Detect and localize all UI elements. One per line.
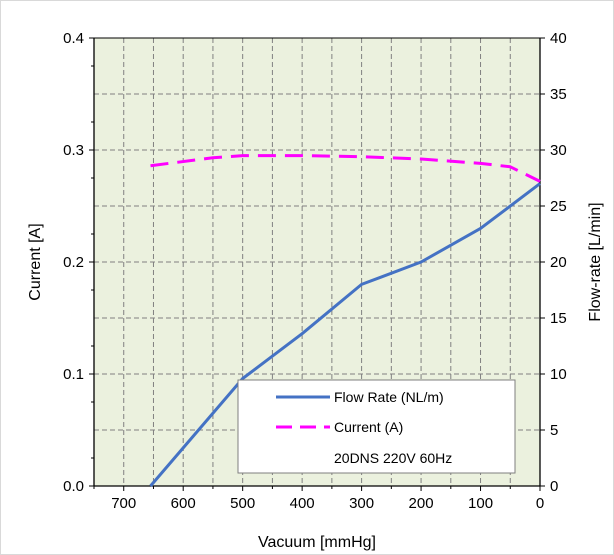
x-tick-label: 600: [171, 495, 196, 512]
y-left-tick-label: 0.0: [63, 478, 84, 495]
y-axis-right-label: Flow-rate [L/min]: [587, 202, 604, 321]
y-right-tick-label: 40: [550, 30, 567, 47]
y-right-tick-label: 20: [550, 254, 567, 271]
x-axis-label: Vacuum [mmHg]: [258, 534, 376, 551]
y-right-tick-label: 5: [550, 422, 558, 439]
tick-labels: 0.00.10.20.30.40510152025303540010020030…: [63, 30, 567, 512]
x-tick-label: 200: [409, 495, 434, 512]
x-tick-label: 400: [290, 495, 315, 512]
series-layer: [149, 154, 541, 487]
y-right-tick-label: 35: [550, 86, 567, 103]
y-right-tick-label: 30: [550, 142, 567, 159]
legend-label-current: Current (A): [334, 419, 403, 435]
y-left-tick-label: 0.3: [63, 142, 84, 159]
x-tick-label: 0: [536, 495, 544, 512]
y-left-tick-label: 0.2: [63, 254, 84, 271]
axes: [89, 37, 545, 491]
y-left-tick-label: 0.1: [63, 366, 84, 383]
y-right-tick-label: 15: [550, 310, 567, 327]
x-tick-label: 100: [468, 495, 493, 512]
legend-label-flow-rate: Flow Rate (NL/m): [334, 389, 444, 405]
y-left-tick-label: 0.4: [63, 30, 84, 47]
x-tick-label: 500: [230, 495, 255, 512]
x-tick-label: 300: [349, 495, 374, 512]
y-right-tick-label: 25: [550, 198, 567, 215]
series-line-flow-rate-nl-m: [149, 182, 541, 487]
legend-note: 20DNS 220V 60Hz: [334, 450, 452, 466]
y-right-tick-label: 0: [550, 478, 558, 495]
x-tick-label: 700: [111, 495, 136, 512]
y-axis-left-label: Current [A]: [27, 223, 44, 300]
grid: [94, 38, 540, 486]
y-right-tick-label: 10: [550, 366, 567, 383]
legend: Flow Rate (NL/m) Current (A) 20DNS 220V …: [237, 379, 516, 474]
